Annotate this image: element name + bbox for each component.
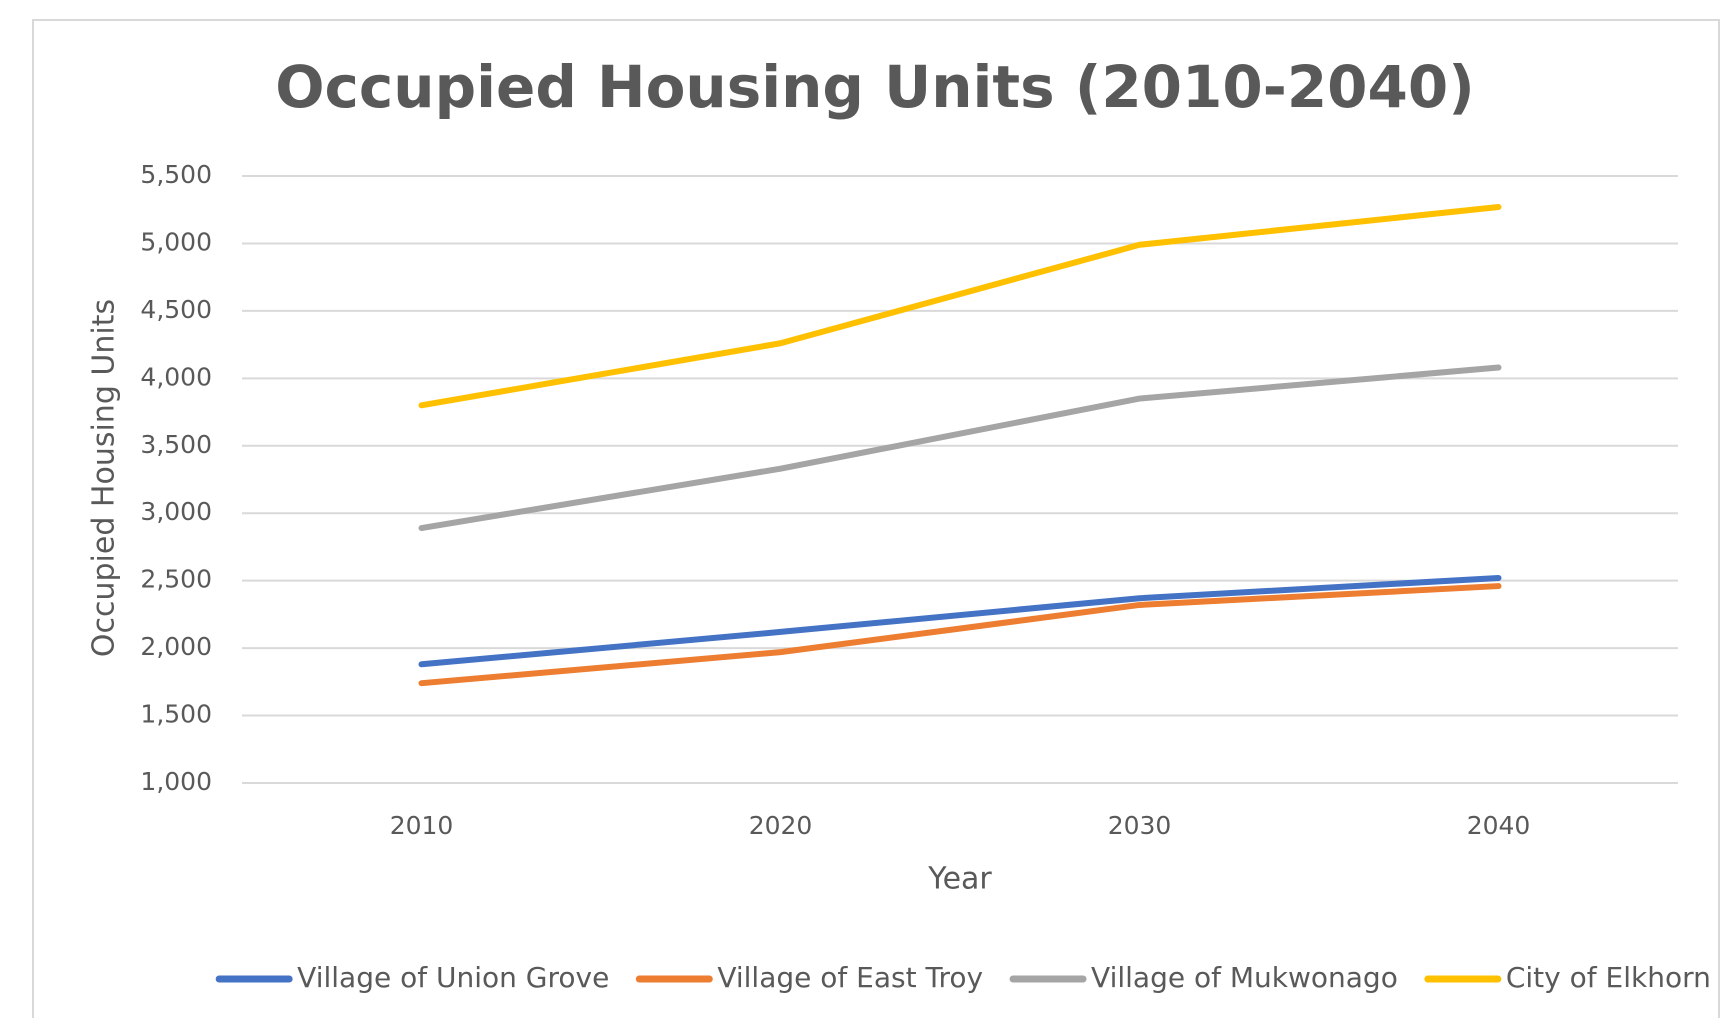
series-line [418,364,1502,532]
legend-label: Village of East Troy [717,961,983,994]
y-axis-label: Occupied Housing Units [87,299,122,657]
y-tick-label: 2,000 [140,632,212,661]
y-tick-label: 3,000 [140,497,212,526]
y-tick-label: 3,500 [140,430,212,459]
y-tick-label: 4,000 [140,362,212,391]
y-tick-label: 1,500 [140,700,212,729]
y-tick-label: 2,500 [140,565,212,594]
y-tick-label: 1,000 [140,767,212,796]
x-tick-label: 2030 [1108,811,1172,840]
y-tick-label: 5,500 [140,160,212,189]
legend-label: Village of Union Grove [297,961,609,994]
chart-frame [32,19,1720,1018]
series-line [418,204,1502,409]
legend-label: Village of Mukwonago [1091,961,1398,994]
series-line [418,574,1502,668]
x-tick-label: 2010 [390,811,454,840]
x-tick-label: 2040 [1467,811,1531,840]
chart-title: Occupied Housing Units (2010-2040) [275,53,1475,121]
x-axis-label: Year [927,862,992,897]
y-tick-label: 4,500 [140,295,212,324]
x-tick-label: 2020 [749,811,813,840]
y-tick-label: 5,000 [140,227,212,256]
series-line [418,583,1502,687]
legend-label: City of Elkhorn [1506,961,1711,994]
